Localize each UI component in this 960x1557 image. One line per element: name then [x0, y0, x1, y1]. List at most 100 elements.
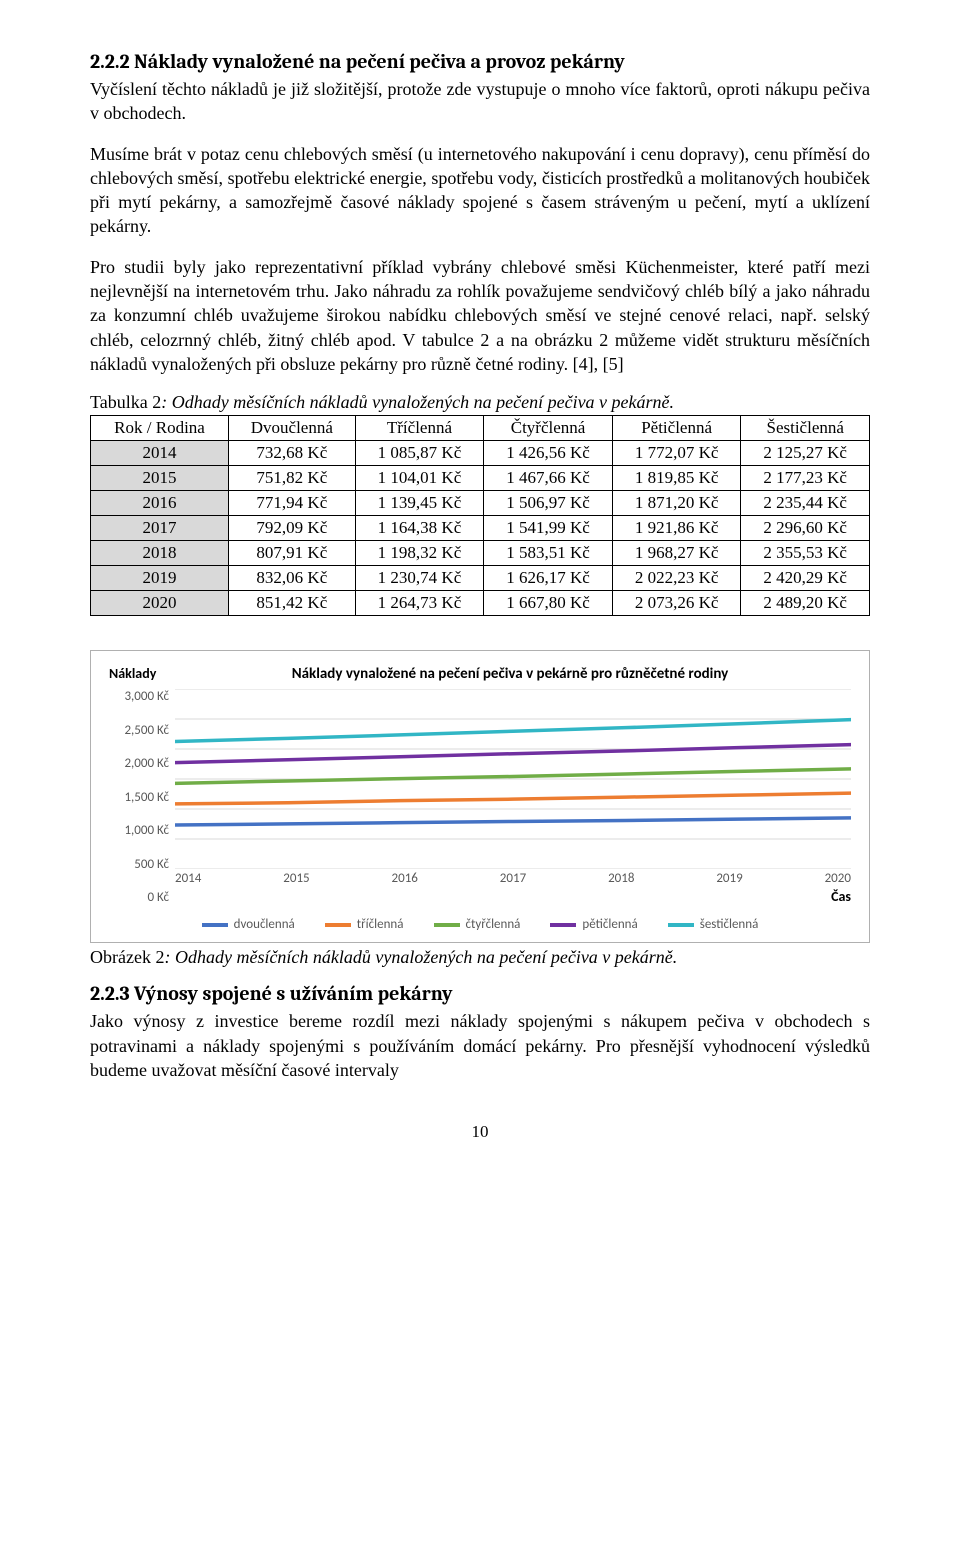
table-cell: 1 104,01 Kč	[355, 466, 484, 491]
table-row: 2016771,94 Kč1 139,45 Kč1 506,97 Kč1 871…	[91, 491, 870, 516]
chart-x-tick: 2017	[500, 871, 526, 886]
chart-y-tick: 2,000 Kč	[124, 756, 169, 771]
table-2-caption-rest: : Odhady měsíčních nákladů vynaložených …	[161, 392, 674, 412]
table-cell-year: 2020	[91, 591, 229, 616]
figure-2-caption-rest: : Odhady měsíčních nákladů vynaložených …	[164, 947, 677, 967]
table-col-1: Dvoučlenná	[229, 416, 356, 441]
chart-series-line	[175, 769, 851, 783]
chart-svg	[175, 689, 851, 869]
chart-y-tick: 500 Kč	[134, 857, 169, 872]
chart-y-ticks: 3,000 Kč 2,500 Kč 2,000 Kč 1,500 Kč 1,000 Kč…	[109, 689, 175, 905]
chart-x-axis-label: Čas	[175, 888, 851, 905]
chart-x-tick: 2020	[825, 871, 851, 886]
chart-legend-swatch	[434, 923, 460, 927]
section-222-para-2: Musíme brát v potaz cenu chlebových směs…	[90, 142, 870, 239]
table-header-row: Rok / Rodina Dvoučlenná Tříčlenná Čtyřčl…	[91, 416, 870, 441]
table-cell: 1 230,74 Kč	[355, 566, 484, 591]
table-row: 2019832,06 Kč1 230,74 Kč1 626,17 Kč2 022…	[91, 566, 870, 591]
chart-container: Náklady Náklady vynaložené na pečení peč…	[90, 650, 870, 943]
chart-legend-swatch	[325, 923, 351, 927]
chart-series-line	[175, 818, 851, 825]
table-cell: 2 296,60 Kč	[741, 516, 870, 541]
table-2-caption-prefix: Tabulka 2	[90, 392, 161, 412]
table-cell: 1 626,17 Kč	[484, 566, 613, 591]
table-col-2: Tříčlenná	[355, 416, 484, 441]
chart-y-tick: 1,000 Kč	[124, 823, 169, 838]
table-cell: 1 667,80 Kč	[484, 591, 613, 616]
table-cell: 832,06 Kč	[229, 566, 356, 591]
chart-x-tick: 2016	[392, 871, 418, 886]
table-cell-year: 2018	[91, 541, 229, 566]
table-col-0: Rok / Rodina	[91, 416, 229, 441]
table-cell: 1 467,66 Kč	[484, 466, 613, 491]
table-cell: 2 125,27 Kč	[741, 441, 870, 466]
section-222-heading: 2.2.2 Náklady vynaložené na pečení pečiv…	[90, 50, 870, 73]
section-222-para-1: Vyčíslení těchto nákladů je již složitěj…	[90, 77, 870, 126]
chart-series-line	[175, 745, 851, 763]
chart-legend: dvoučlenná tříčlenná čtyřčlenná pětičlenná š…	[109, 917, 851, 932]
chart-legend-swatch	[550, 923, 576, 927]
chart-legend-label: tříčlenná	[357, 917, 404, 932]
chart-legend-label: dvoučlenná	[234, 917, 295, 932]
chart-y-tick: 1,500 Kč	[124, 790, 169, 805]
table-row: 2015751,82 Kč1 104,01 Kč1 467,66 Kč1 819…	[91, 466, 870, 491]
table-col-5: Šestičlenná	[741, 416, 870, 441]
chart-legend-item: šestičlenná	[668, 917, 759, 932]
chart-legend-swatch	[202, 923, 228, 927]
chart-x-ticks: 2014 2015 2016 2017 2018 2019 2020	[175, 869, 851, 886]
table-cell: 1 085,87 Kč	[355, 441, 484, 466]
table-cell-year: 2015	[91, 466, 229, 491]
chart-y-tick: 2,500 Kč	[124, 723, 169, 738]
table-cell: 1 871,20 Kč	[612, 491, 741, 516]
table-cell-year: 2019	[91, 566, 229, 591]
table-cell-year: 2014	[91, 441, 229, 466]
chart-y-tick: 0 Kč	[147, 890, 169, 905]
chart-legend-swatch	[668, 923, 694, 927]
table-row: 2014732,68 Kč1 085,87 Kč1 426,56 Kč1 772…	[91, 441, 870, 466]
table-row: 2020851,42 Kč1 264,73 Kč1 667,80 Kč2 073…	[91, 591, 870, 616]
chart-x-tick: 2015	[283, 871, 309, 886]
table-cell: 1 583,51 Kč	[484, 541, 613, 566]
table-cell: 1 968,27 Kč	[612, 541, 741, 566]
chart-series-line	[175, 793, 851, 804]
chart-legend-item: čtyřčlenná	[434, 917, 521, 932]
chart-series-line	[175, 720, 851, 742]
table-cell: 851,42 Kč	[229, 591, 356, 616]
table-cell: 2 022,23 Kč	[612, 566, 741, 591]
table-cell: 732,68 Kč	[229, 441, 356, 466]
table-col-3: Čtyřčlenná	[484, 416, 613, 441]
table-cell: 1 264,73 Kč	[355, 591, 484, 616]
chart-legend-label: čtyřčlenná	[466, 917, 521, 932]
table-cell-year: 2017	[91, 516, 229, 541]
chart-y-tick: 3,000 Kč	[124, 689, 169, 704]
table-row: 2018807,91 Kč1 198,32 Kč1 583,51 Kč1 968…	[91, 541, 870, 566]
chart-legend-label: pětičlenná	[582, 917, 637, 932]
table-cell: 1 819,85 Kč	[612, 466, 741, 491]
chart-plot-area: 2014 2015 2016 2017 2018 2019 2020 Čas	[175, 689, 851, 905]
table-cell: 2 489,20 Kč	[741, 591, 870, 616]
chart-legend-item: tříčlenná	[325, 917, 404, 932]
table-cell: 1 772,07 Kč	[612, 441, 741, 466]
table-cell: 1 164,38 Kč	[355, 516, 484, 541]
table-cell: 807,91 Kč	[229, 541, 356, 566]
figure-2-caption: Obrázek 2: Odhady měsíčních nákladů vyna…	[90, 947, 870, 968]
table-2-caption: Tabulka 2: Odhady měsíčních nákladů vyna…	[90, 392, 870, 413]
section-222-para-3: Pro studii byly jako reprezentativní pří…	[90, 255, 870, 376]
table-cell-year: 2016	[91, 491, 229, 516]
chart-x-tick: 2018	[608, 871, 634, 886]
table-cell: 1 139,45 Kč	[355, 491, 484, 516]
table-2: Rok / Rodina Dvoučlenná Tříčlenná Čtyřčl…	[90, 415, 870, 616]
table-cell: 2 235,44 Kč	[741, 491, 870, 516]
chart-legend-item: dvoučlenná	[202, 917, 295, 932]
page-number: 10	[90, 1122, 870, 1142]
table-cell: 2 177,23 Kč	[741, 466, 870, 491]
chart-x-tick: 2019	[716, 871, 742, 886]
section-223-heading: 2.2.3 Výnosy spojené s užíváním pekárny	[90, 982, 870, 1005]
table-row: 2017792,09 Kč1 164,38 Kč1 541,99 Kč1 921…	[91, 516, 870, 541]
table-cell: 1 198,32 Kč	[355, 541, 484, 566]
table-cell: 771,94 Kč	[229, 491, 356, 516]
chart-title: Náklady vynaložené na pečení pečiva v pe…	[169, 665, 851, 683]
table-cell: 792,09 Kč	[229, 516, 356, 541]
chart-x-tick: 2014	[175, 871, 201, 886]
table-cell: 1 506,97 Kč	[484, 491, 613, 516]
